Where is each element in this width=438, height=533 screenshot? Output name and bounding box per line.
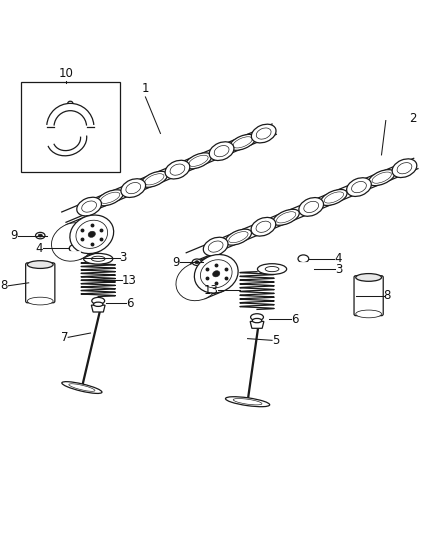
Text: 9: 9 (10, 229, 18, 242)
Ellipse shape (251, 124, 276, 143)
Ellipse shape (192, 259, 201, 265)
Ellipse shape (251, 314, 264, 320)
FancyBboxPatch shape (354, 276, 383, 316)
Ellipse shape (225, 229, 251, 245)
Ellipse shape (28, 261, 53, 269)
Ellipse shape (273, 209, 299, 225)
Polygon shape (92, 305, 105, 312)
Ellipse shape (88, 231, 95, 237)
Ellipse shape (209, 142, 234, 160)
FancyBboxPatch shape (26, 263, 55, 303)
Bar (21, 82, 120, 172)
Text: 5: 5 (272, 334, 279, 347)
Ellipse shape (165, 160, 190, 179)
Polygon shape (250, 321, 264, 328)
Ellipse shape (69, 245, 80, 252)
Text: 6: 6 (291, 313, 299, 326)
Text: 13: 13 (122, 274, 137, 287)
Ellipse shape (77, 197, 102, 216)
Ellipse shape (70, 215, 114, 254)
Ellipse shape (93, 302, 103, 306)
Ellipse shape (212, 271, 220, 277)
Ellipse shape (321, 190, 347, 206)
Ellipse shape (35, 232, 45, 239)
Ellipse shape (346, 177, 371, 197)
Ellipse shape (356, 310, 381, 318)
Text: 13: 13 (204, 284, 219, 296)
Text: 8: 8 (1, 279, 8, 292)
Text: 3: 3 (120, 252, 127, 264)
Text: 10: 10 (59, 67, 74, 80)
Ellipse shape (92, 297, 105, 304)
Ellipse shape (97, 190, 123, 206)
Ellipse shape (252, 318, 262, 322)
Ellipse shape (38, 234, 42, 237)
Ellipse shape (299, 198, 324, 216)
Text: 7: 7 (60, 331, 68, 344)
Ellipse shape (176, 262, 220, 301)
Ellipse shape (52, 223, 95, 261)
Ellipse shape (356, 273, 381, 281)
Ellipse shape (121, 179, 145, 197)
Ellipse shape (62, 382, 102, 393)
Ellipse shape (258, 264, 286, 274)
Ellipse shape (141, 171, 167, 187)
Ellipse shape (298, 255, 309, 263)
Ellipse shape (84, 253, 113, 264)
Text: 3: 3 (335, 263, 343, 276)
Ellipse shape (251, 217, 276, 236)
Ellipse shape (369, 169, 395, 185)
Ellipse shape (226, 397, 270, 407)
Text: 6: 6 (126, 297, 134, 310)
Text: 1: 1 (141, 82, 149, 95)
Text: 2: 2 (410, 112, 417, 125)
Text: 4: 4 (36, 242, 43, 255)
Ellipse shape (230, 134, 256, 150)
Text: 4: 4 (334, 252, 342, 265)
Ellipse shape (28, 297, 53, 305)
Text: 8: 8 (384, 289, 391, 302)
Ellipse shape (392, 159, 417, 177)
Ellipse shape (185, 153, 212, 169)
Ellipse shape (203, 237, 228, 256)
Text: 9: 9 (172, 256, 180, 269)
Ellipse shape (194, 255, 238, 293)
Ellipse shape (195, 261, 199, 264)
